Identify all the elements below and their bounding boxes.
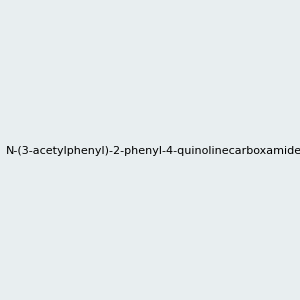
Text: N-(3-acetylphenyl)-2-phenyl-4-quinolinecarboxamide: N-(3-acetylphenyl)-2-phenyl-4-quinolinec… — [6, 146, 300, 157]
